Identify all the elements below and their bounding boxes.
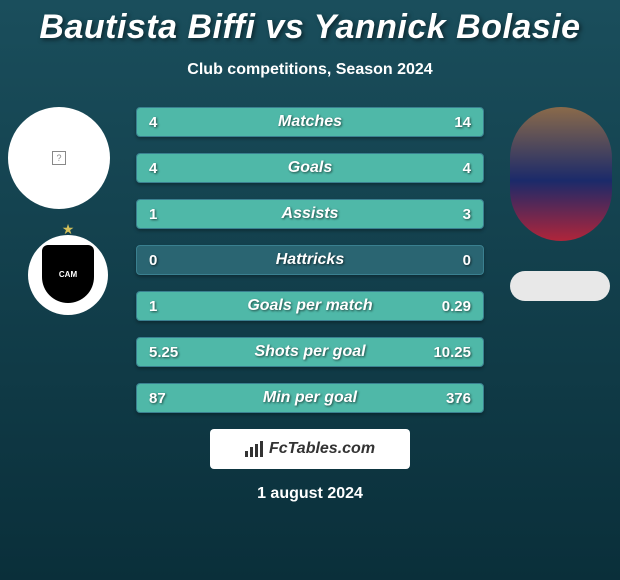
stat-label: Shots per goal (137, 338, 483, 366)
player-right-avatar (510, 107, 612, 241)
club-shield-icon: CAM (42, 245, 94, 303)
stat-value-right: 376 (446, 384, 471, 412)
stat-row: Hattricks0 0 (136, 245, 484, 275)
stat-label: Assists (137, 200, 483, 228)
stat-value-right: 0.29 (442, 292, 471, 320)
stat-label: Hattricks (137, 246, 483, 274)
broken-image-icon: ? (52, 151, 66, 165)
comparison-content: ? CAM Matches414Goals44Assists13Hattrick… (0, 107, 620, 413)
stat-row: Assists1 3 (136, 199, 484, 229)
stat-value-right: 14 (454, 108, 471, 136)
stat-row: Shots per goal5.25 10.25 (136, 337, 484, 367)
stat-value-left: 0 (149, 246, 157, 274)
stat-value-left: 1 (149, 292, 157, 320)
stat-label: Matches (137, 108, 483, 136)
stat-value-left: 4 (149, 154, 157, 182)
source-logo: FcTables.com (210, 429, 410, 469)
stat-row: Goals4 4 (136, 153, 484, 183)
footer-date: 1 august 2024 (0, 485, 620, 503)
player-left-avatar: ? (8, 107, 110, 209)
stat-label: Goals per match (137, 292, 483, 320)
stat-value-left: 87 (149, 384, 166, 412)
stat-value-left: 5.25 (149, 338, 178, 366)
player-right-column (510, 107, 612, 301)
stat-value-right: 4 (463, 154, 471, 182)
stat-value-right: 0 (463, 246, 471, 274)
stat-row: Matches4 14 (136, 107, 484, 137)
stat-value-left: 4 (149, 108, 157, 136)
stat-row: Min per goal87 376 (136, 383, 484, 413)
player-left-column: ? CAM (8, 107, 110, 315)
club-badge-left: CAM (28, 235, 108, 315)
stat-value-right: 10.25 (433, 338, 471, 366)
stat-value-right: 3 (463, 200, 471, 228)
club-badge-right (510, 271, 610, 301)
chart-icon (245, 441, 265, 457)
source-logo-text: FcTables.com (269, 440, 375, 458)
stat-label: Min per goal (137, 384, 483, 412)
page-subtitle: Club competitions, Season 2024 (0, 61, 620, 79)
page-title: Bautista Biffi vs Yannick Bolasie (0, 0, 620, 47)
stat-label: Goals (137, 154, 483, 182)
stat-row: Goals per match1 0.29 (136, 291, 484, 321)
stat-value-left: 1 (149, 200, 157, 228)
stats-table: Matches414Goals44Assists13Hattricks00Goa… (136, 107, 484, 413)
